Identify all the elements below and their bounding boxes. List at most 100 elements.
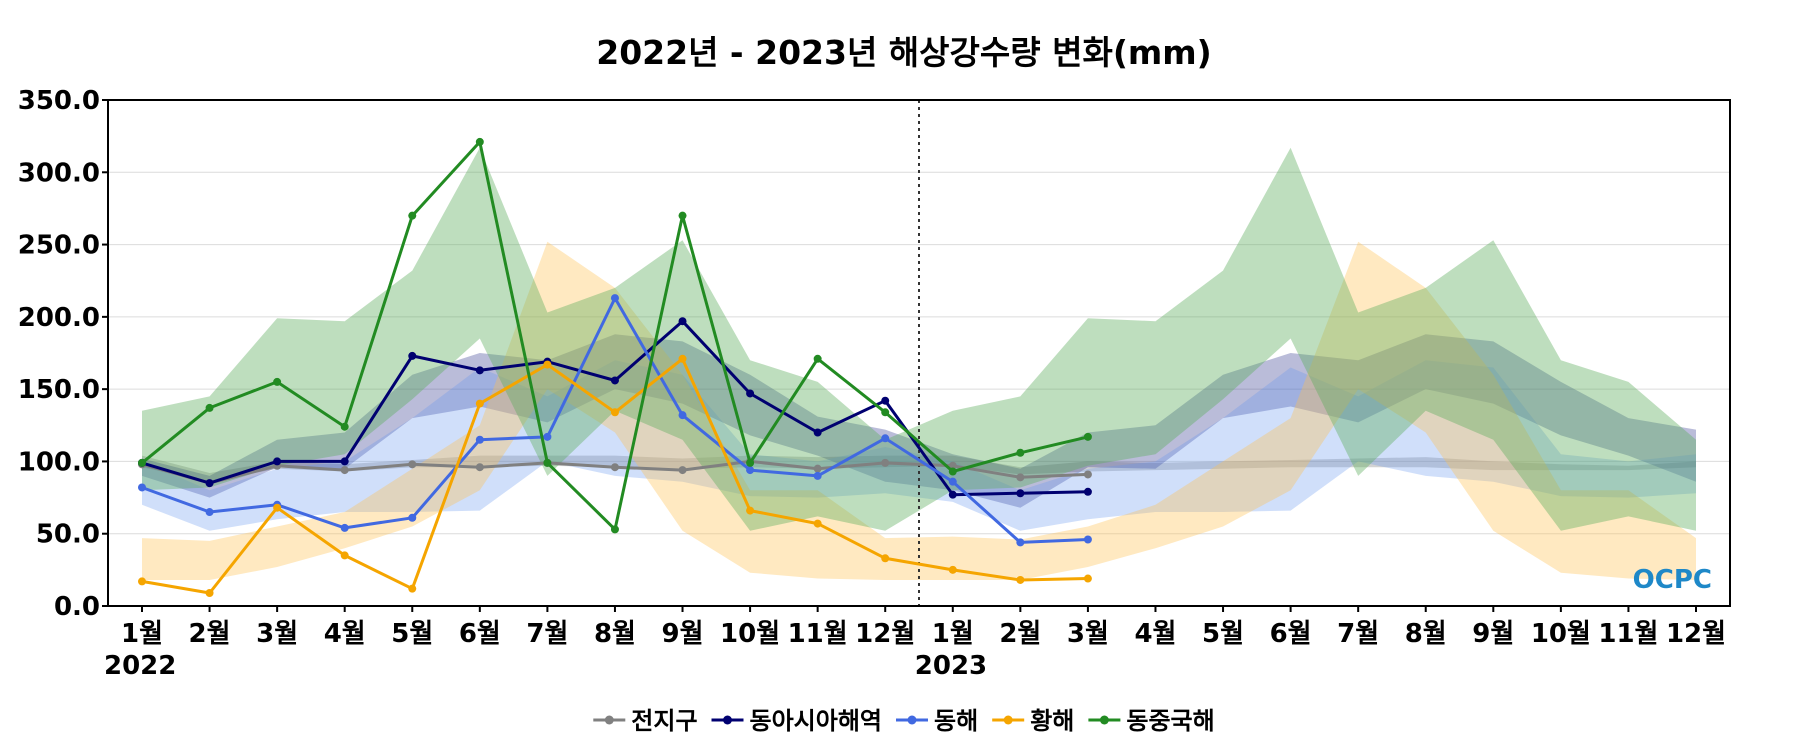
y-tick-label: 300.0 <box>18 158 100 188</box>
data-point <box>340 466 349 475</box>
y-tick-label: 350.0 <box>18 86 100 116</box>
x-tick-label: 5월 <box>391 619 433 649</box>
data-point <box>881 396 890 405</box>
data-point <box>813 464 822 473</box>
data-point <box>1016 575 1025 584</box>
y-axis: 0.0 50.0 100.0 150.0 200.0 250.0 300.0 350.0 <box>18 86 108 622</box>
data-point <box>475 435 484 444</box>
data-point <box>340 457 349 466</box>
ocpc-logo: OCPC <box>1633 565 1712 595</box>
data-point <box>678 211 687 220</box>
legend-label: 동아시아해역 <box>750 707 882 735</box>
series-lines <box>138 137 1092 597</box>
data-point <box>340 523 349 532</box>
data-point <box>1083 487 1092 496</box>
data-point <box>1083 432 1092 441</box>
x-tick-label: 7월 <box>526 619 568 649</box>
legend-label: 황해 <box>1030 707 1074 735</box>
data-point <box>1016 473 1025 482</box>
data-point <box>1083 535 1092 544</box>
data-point <box>881 458 890 467</box>
data-point <box>610 376 619 385</box>
legend-label: 동해 <box>934 707 978 735</box>
x-tick-label: 6월 <box>1270 619 1312 649</box>
data-point <box>408 584 417 593</box>
band-0 <box>142 455 1696 482</box>
x-tick-label: 4월 <box>324 619 366 649</box>
data-point <box>340 551 349 560</box>
x-tick-label: 11월 <box>1598 619 1658 649</box>
legend-item-2: 동해 <box>896 707 978 735</box>
x-tick-label: 1월 <box>932 619 974 649</box>
legend-item-0: 전지구 <box>593 707 698 735</box>
data-point <box>678 317 687 326</box>
x-tick-label: 10월 <box>720 619 780 649</box>
x-tick-label: 2월 <box>999 619 1041 649</box>
legend-label: 동중국해 <box>1126 707 1214 735</box>
x-tick-label: 10월 <box>1531 619 1591 649</box>
data-point <box>610 525 619 534</box>
legend-item-4: 동중국해 <box>1088 707 1215 735</box>
data-point <box>948 467 957 476</box>
data-point <box>948 477 957 486</box>
band-2 <box>142 360 1696 531</box>
data-point <box>813 519 822 528</box>
year-label: 2022 <box>104 651 176 681</box>
y-tick-label: 100.0 <box>18 447 100 477</box>
data-point <box>813 354 822 363</box>
data-point <box>813 428 822 437</box>
data-point <box>138 458 146 467</box>
legend-label: 전지구 <box>631 707 697 735</box>
data-point <box>813 471 822 480</box>
data-point <box>881 408 890 417</box>
plot-frame <box>107 99 1731 607</box>
x-tick-label: 3월 <box>256 619 298 649</box>
y-tick-label: 200.0 <box>18 303 100 333</box>
y-tick-label: 250.0 <box>18 231 100 261</box>
data-point <box>138 577 146 586</box>
data-point <box>746 389 755 398</box>
data-point <box>205 508 214 517</box>
data-point <box>610 463 619 472</box>
data-point <box>543 432 552 441</box>
data-point <box>948 565 957 574</box>
data-point <box>273 377 282 386</box>
series-2 <box>138 294 1092 547</box>
data-point <box>408 460 417 469</box>
data-point <box>475 399 484 408</box>
data-point <box>1016 489 1025 498</box>
data-point <box>138 483 146 492</box>
legend-marker <box>1003 715 1013 725</box>
data-point <box>746 466 755 475</box>
data-point <box>475 463 484 472</box>
data-point <box>475 366 484 375</box>
data-point <box>746 506 755 515</box>
data-point <box>543 360 552 369</box>
data-point <box>273 503 282 512</box>
x-tick-label: 2월 <box>189 619 231 649</box>
data-point <box>205 588 214 597</box>
legend-item-3: 황해 <box>992 707 1074 735</box>
data-point <box>948 490 957 499</box>
x-tick-label: 11월 <box>788 619 848 649</box>
data-point <box>475 137 484 146</box>
band-4 <box>142 147 1696 531</box>
x-tick-label: 1월 <box>121 619 163 649</box>
x-tick-label: 8월 <box>1405 619 1447 649</box>
data-point <box>408 351 417 360</box>
data-point <box>678 411 687 420</box>
y-tick-label: 50.0 <box>36 520 100 550</box>
data-point <box>610 294 619 303</box>
x-tick-label: 12월 <box>855 619 915 649</box>
year-label: 2023 <box>915 651 987 681</box>
data-point <box>543 458 552 467</box>
x-tick-label: 7월 <box>1337 619 1379 649</box>
x-tick-label: 6월 <box>459 619 501 649</box>
series-3 <box>138 354 1092 597</box>
chart-title: 2022년 - 2023년 해상강수량 변화(mm) <box>596 33 1212 72</box>
data-point <box>881 554 890 563</box>
legend-marker <box>907 715 917 725</box>
legend-marker <box>1099 715 1109 725</box>
